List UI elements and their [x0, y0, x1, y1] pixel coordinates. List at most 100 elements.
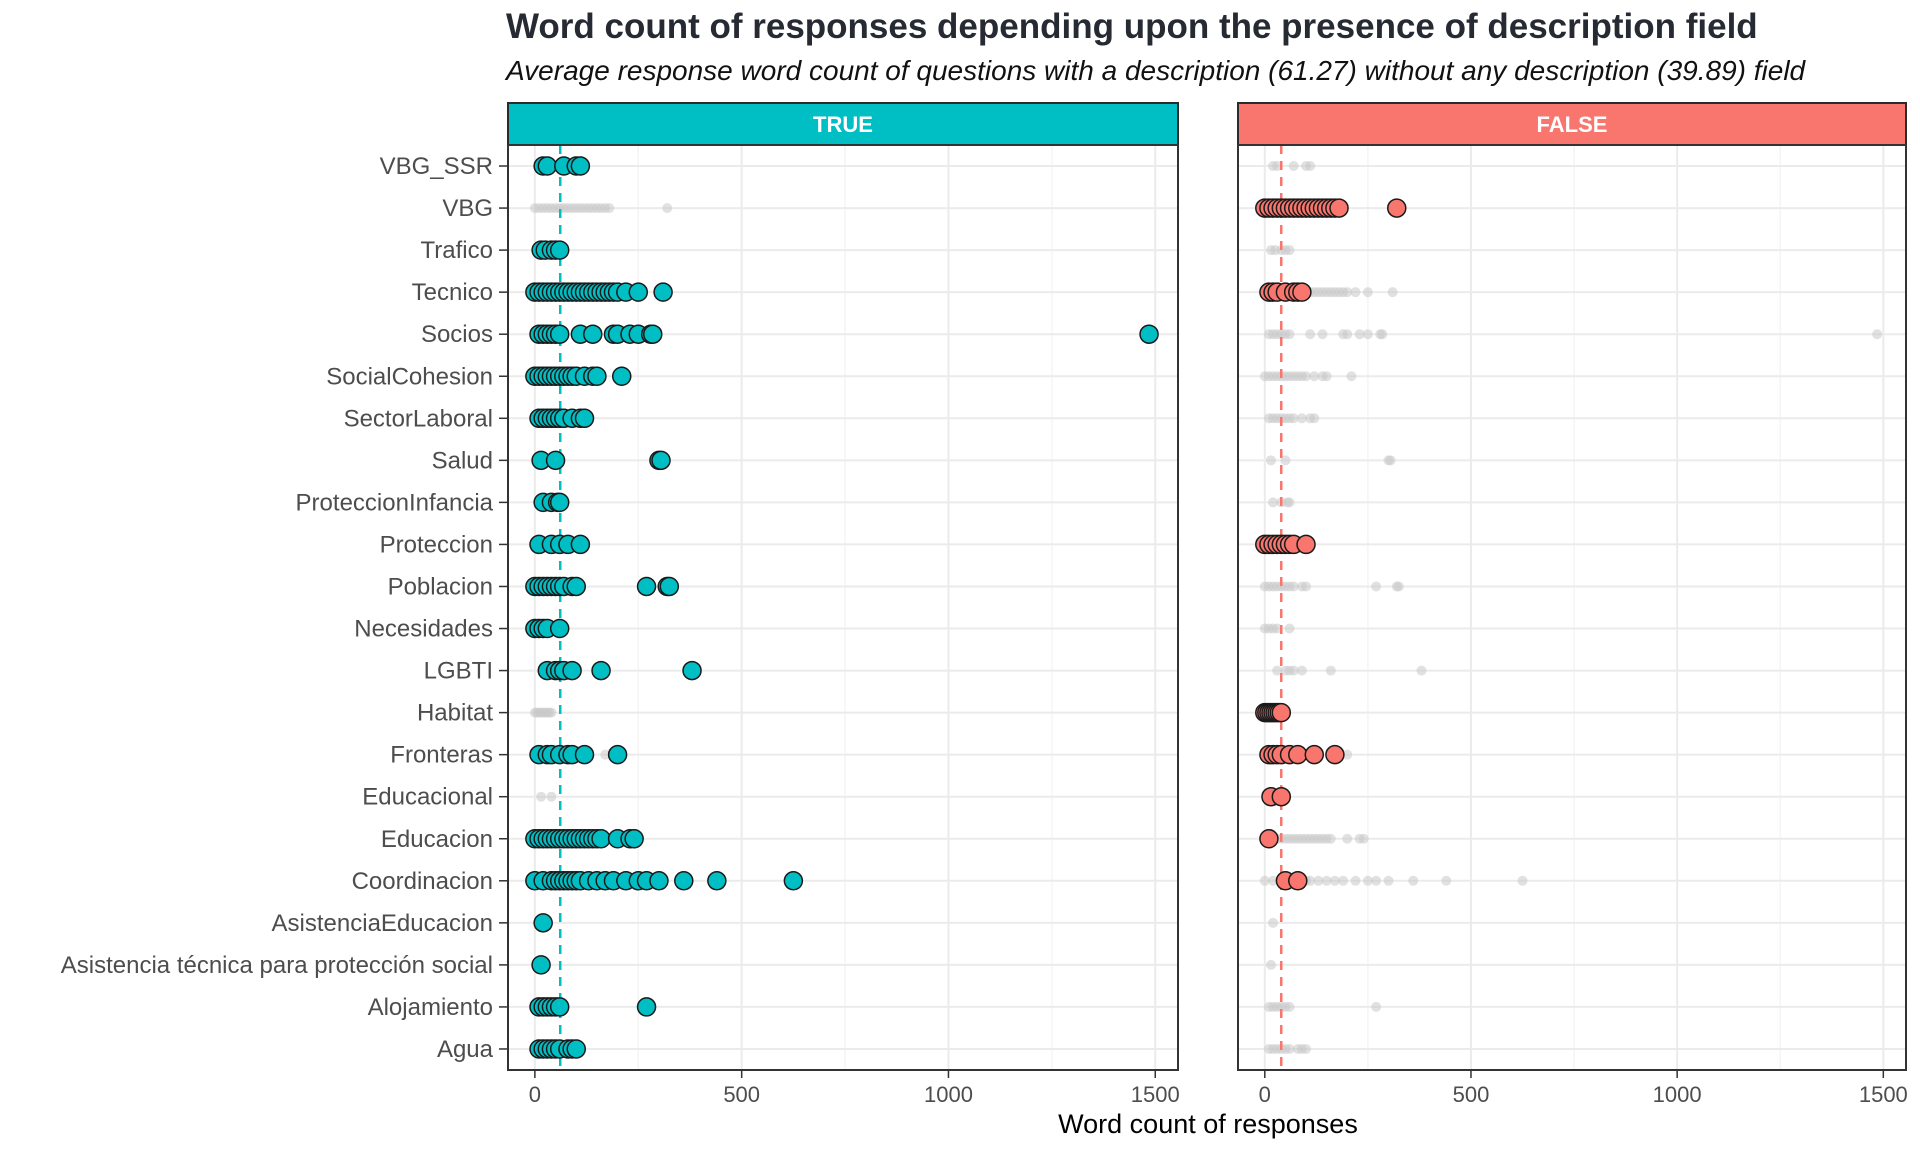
y-tick-label: SectorLaboral: [344, 405, 493, 432]
point-educacion: [591, 829, 611, 849]
panel-border-true: [507, 144, 1179, 1071]
point-fronteras: [607, 744, 628, 765]
bg-point-socialcohesion: [1301, 371, 1312, 382]
point-coordinacion: [707, 871, 727, 891]
y-tick-label: Proteccion: [380, 531, 493, 558]
bg-point-tecnico: [1387, 287, 1398, 298]
bg-point-socios: [1342, 329, 1353, 340]
bg-point-fronteras: [600, 749, 611, 760]
x-tick-label: 1000: [924, 1082, 973, 1107]
bg-point-educacional: [546, 791, 557, 802]
point-sectorlaboral: [574, 408, 595, 429]
point-coordinacion: [783, 871, 804, 891]
bg-point-vbg-ssr: [1288, 161, 1299, 172]
x-axis-title: Word count of responses: [1058, 1109, 1358, 1139]
bg-point-educacion: [1325, 833, 1336, 844]
bg-point-vbg: [604, 203, 615, 214]
point-agua: [566, 1039, 586, 1059]
y-tick-label: Socios: [421, 321, 493, 348]
bg-point-proteccioninfancia: [1268, 497, 1279, 508]
point-socios: [1139, 324, 1159, 344]
bg-point-vbg-ssr: [1305, 161, 1316, 172]
point-educacional: [1271, 786, 1292, 807]
point-trafico: [549, 240, 570, 260]
bg-point-poblacion: [1288, 581, 1299, 592]
point-coordinacion: [674, 871, 694, 891]
points-true: [525, 156, 1159, 1059]
bg-point-asistenciaeducacion: [1268, 917, 1279, 928]
x-tick-label: 500: [723, 1082, 760, 1107]
bg-point-coordinacion: [1517, 875, 1528, 886]
point-alojamiento: [636, 997, 657, 1017]
bg-point-socios: [1354, 329, 1365, 340]
bg-point-socios: [1872, 329, 1883, 340]
bg-point-coordinacion: [1441, 875, 1452, 886]
bg-point-salud: [1280, 455, 1291, 466]
bg-point-coordinacion: [1408, 875, 1419, 886]
bg-point-fronteras: [1342, 749, 1353, 760]
bg-point-coordinacion: [1268, 875, 1279, 886]
point-asistencia-tecnica-para-proteccion-social: [531, 955, 551, 975]
bg-point-trafico: [1284, 245, 1295, 256]
point-fronteras: [1325, 744, 1345, 765]
point-coordinacion: [1288, 871, 1308, 891]
panel-border-false: [1237, 144, 1907, 1071]
bg-point-sectorlaboral: [1309, 413, 1320, 424]
point-poblacion: [566, 576, 586, 597]
bg-point-socialcohesion: [1309, 371, 1320, 382]
point-educacion: [1259, 829, 1279, 849]
point-proteccion: [570, 534, 591, 555]
bg-point-necesidades: [1272, 623, 1283, 634]
x-tick-label: 500: [1453, 1082, 1490, 1107]
bg-point-poblacion: [1301, 581, 1312, 592]
bg-point-salud: [1385, 455, 1396, 466]
background-points-false: [1259, 161, 1883, 1054]
bg-point-coordinacion: [1350, 875, 1361, 886]
y-tick-label: Salud: [432, 447, 493, 474]
bg-point-coordinacion: [1313, 875, 1324, 886]
bg-point-agua: [1284, 1043, 1295, 1054]
bg-point-coordinacion: [1321, 875, 1332, 886]
points-false: [1255, 198, 1407, 891]
x-ticks-false: 0 500 1000 1500: [1259, 1070, 1908, 1107]
strip-false: [1237, 102, 1907, 146]
strip-label-true: TRUE: [813, 112, 873, 137]
point-poblacion: [659, 576, 680, 597]
point-socios: [643, 324, 663, 344]
point-proteccion: [1296, 534, 1316, 555]
point-vbg-ssr: [537, 156, 558, 176]
chart-title: Word count of responses depending upon t…: [506, 7, 1758, 46]
point-lgbti: [682, 660, 702, 681]
bg-point-tecnico: [1350, 287, 1361, 298]
bg-point-educacion: [1358, 833, 1369, 844]
point-fronteras: [1304, 744, 1325, 765]
bg-point-poblacion: [1393, 581, 1404, 592]
y-tick-label: Necesidades: [354, 616, 493, 643]
point-tecnico: [1292, 282, 1312, 302]
point-poblacion: [636, 576, 657, 597]
point-vbg: [1387, 198, 1407, 218]
bg-point-agua: [1301, 1043, 1312, 1054]
point-lgbti: [562, 660, 582, 681]
bg-point-proteccioninfancia: [1284, 497, 1295, 508]
y-tick-label: Educacion: [381, 826, 493, 853]
x-tick-label: 1500: [1131, 1082, 1180, 1107]
x-tick-label: 0: [1259, 1082, 1271, 1107]
bg-point-socios: [1377, 329, 1388, 340]
bg-point-vbg: [662, 203, 673, 214]
bg-point-coordinacion: [1383, 875, 1394, 886]
point-lgbti: [591, 660, 611, 681]
point-socialcohesion: [587, 366, 607, 386]
y-tick-label: SocialCohesion: [326, 363, 493, 390]
point-fronteras: [574, 744, 595, 765]
y-tick-label: Fronteras: [390, 742, 493, 769]
bg-point-sectorlaboral: [1288, 413, 1299, 424]
point-socios: [549, 324, 570, 344]
bg-point-salud: [1265, 455, 1276, 466]
point-proteccioninfancia: [549, 492, 570, 513]
bg-point-coordinacion: [1338, 875, 1349, 886]
bg-point-vbg-ssr: [1272, 161, 1283, 172]
y-axis-labels: VBG_SSR VBG Trafico Tecnico Socios SocialCohe…: [61, 153, 508, 1063]
bg-point-socios: [1305, 329, 1316, 340]
bg-point-alojamiento: [1371, 1001, 1382, 1012]
